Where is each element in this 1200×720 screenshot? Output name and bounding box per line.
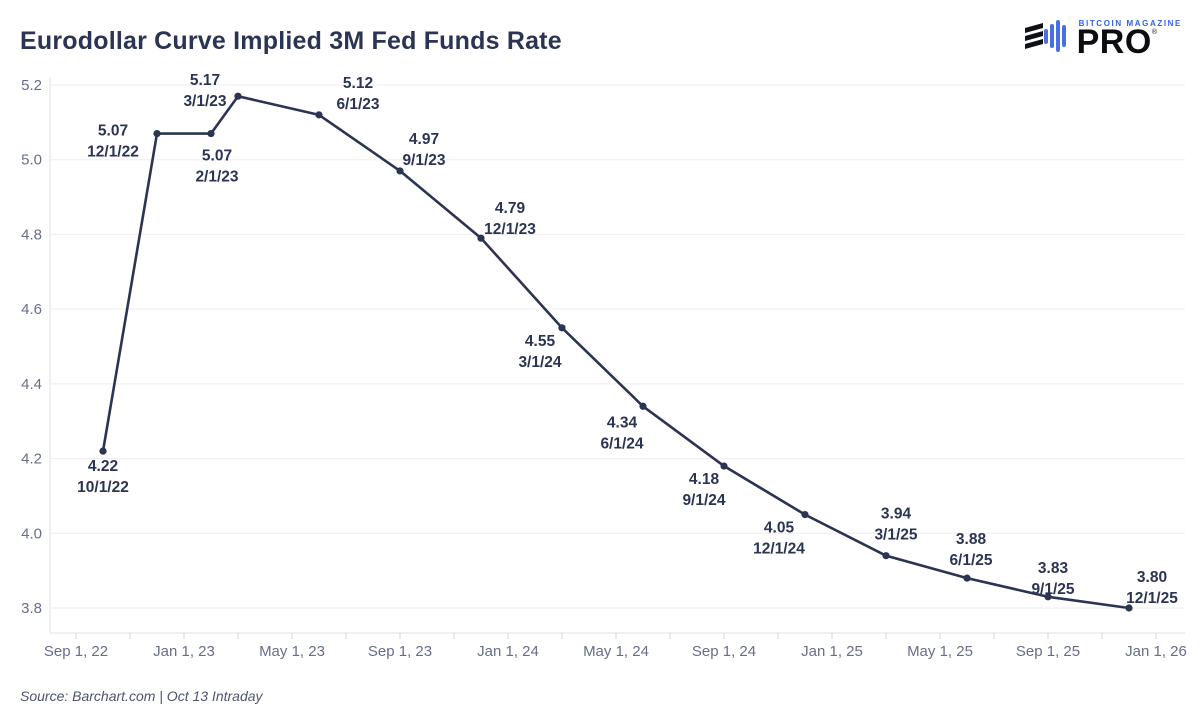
- y-tick-label: 4.6: [21, 301, 42, 318]
- source-note: Source: Barchart.com | Oct 13 Intraday: [20, 688, 263, 704]
- data-point-value-label: 5.17: [190, 72, 220, 89]
- x-tick-label: Jan 1, 24: [477, 643, 539, 660]
- logo-brand-main: PRO: [1076, 23, 1152, 62]
- data-point-value-label: 5.07: [98, 123, 128, 140]
- data-point-value-label: 4.79: [495, 200, 526, 217]
- x-tick-label: Jan 1, 26: [1125, 643, 1187, 660]
- data-point-date-label: 9/1/23: [402, 152, 445, 169]
- x-tick-label: Sep 1, 25: [1016, 643, 1080, 660]
- x-tick-label: Sep 1, 24: [692, 643, 756, 660]
- data-point-date-label: 12/1/22: [87, 144, 139, 161]
- data-point-date-label: 9/1/24: [682, 492, 725, 509]
- data-point-date-label: 6/1/23: [336, 96, 379, 113]
- data-point-marker[interactable]: [99, 447, 107, 455]
- data-point-value-label: 5.07: [202, 148, 232, 165]
- data-point-date-label: 6/1/24: [600, 435, 643, 452]
- data-point-marker[interactable]: [207, 129, 215, 138]
- data-point-date-label: 12/1/25: [1126, 590, 1178, 607]
- data-point-date-label: 10/1/22: [77, 479, 129, 496]
- data-point-value-label: 3.88: [956, 531, 987, 548]
- y-tick-label: 5.2: [21, 77, 42, 94]
- chart-title: Eurodollar Curve Implied 3M Fed Funds Ra…: [20, 27, 562, 55]
- data-point-date-label: 2/1/23: [195, 169, 238, 186]
- data-point-date-label: 9/1/25: [1031, 581, 1074, 598]
- x-tick-label: May 1, 23: [259, 643, 325, 660]
- magazine-pages-icon: [1023, 16, 1071, 61]
- logo-brand-top: BITCOIN MAGAZINE: [1078, 19, 1182, 29]
- data-point-date-label: 3/1/25: [874, 527, 917, 544]
- data-point-value-label: 4.97: [409, 131, 439, 148]
- y-tick-label: 5.0: [21, 152, 42, 169]
- x-tick-label: May 1, 24: [583, 643, 649, 660]
- data-point-marker[interactable]: [234, 92, 242, 100]
- logo-text-block: BITCOIN MAGAZINE PRO ®: [1076, 19, 1182, 62]
- y-tick-label: 4.2: [21, 451, 42, 468]
- data-point-marker[interactable]: [396, 167, 404, 175]
- data-point-marker[interactable]: [477, 234, 485, 242]
- data-point-marker[interactable]: [315, 111, 323, 119]
- data-point-value-label: 4.22: [88, 458, 118, 475]
- data-point-date-label: 12/1/23: [484, 221, 536, 238]
- data-point-value-label: 3.83: [1038, 560, 1069, 577]
- data-point-marker[interactable]: [963, 574, 971, 582]
- data-point-date-label: 3/1/24: [518, 354, 561, 371]
- data-point-value-label: 3.94: [881, 506, 912, 523]
- data-point-value-label: 4.05: [764, 520, 795, 537]
- data-point-marker[interactable]: [153, 129, 161, 138]
- y-tick-label: 3.8: [21, 600, 42, 617]
- x-tick-label: May 1, 25: [907, 643, 973, 660]
- data-point-value-label: 4.55: [525, 333, 556, 350]
- data-point-marker[interactable]: [801, 511, 809, 519]
- data-point-date-label: 3/1/23: [183, 93, 226, 110]
- bitcoin-magazine-pro-logo: BITCOIN MAGAZINE PRO ®: [1023, 16, 1182, 61]
- data-point-marker[interactable]: [882, 552, 890, 560]
- x-tick-label: Jan 1, 25: [801, 643, 863, 660]
- y-tick-label: 4.0: [21, 525, 42, 542]
- x-tick-label: Sep 1, 23: [368, 643, 432, 660]
- data-point-marker[interactable]: [720, 462, 728, 470]
- x-tick-label: Jan 1, 23: [153, 643, 215, 660]
- data-point-value-label: 4.18: [689, 471, 720, 488]
- x-tick-label: Sep 1, 22: [44, 643, 108, 660]
- data-point-marker[interactable]: [1125, 604, 1133, 612]
- data-point-value-label: 5.12: [343, 75, 373, 92]
- y-tick-label: 4.4: [21, 376, 42, 393]
- registered-trademark-symbol: ®: [1151, 29, 1157, 37]
- data-point-marker[interactable]: [639, 402, 647, 410]
- data-point-date-label: 6/1/25: [949, 552, 992, 569]
- data-point-marker[interactable]: [1044, 593, 1052, 601]
- data-point-marker[interactable]: [558, 324, 566, 332]
- data-point-value-label: 4.34: [607, 414, 638, 431]
- data-point-date-label: 12/1/24: [753, 541, 805, 558]
- data-point-value-label: 3.80: [1137, 569, 1167, 586]
- y-tick-label: 4.8: [21, 226, 42, 243]
